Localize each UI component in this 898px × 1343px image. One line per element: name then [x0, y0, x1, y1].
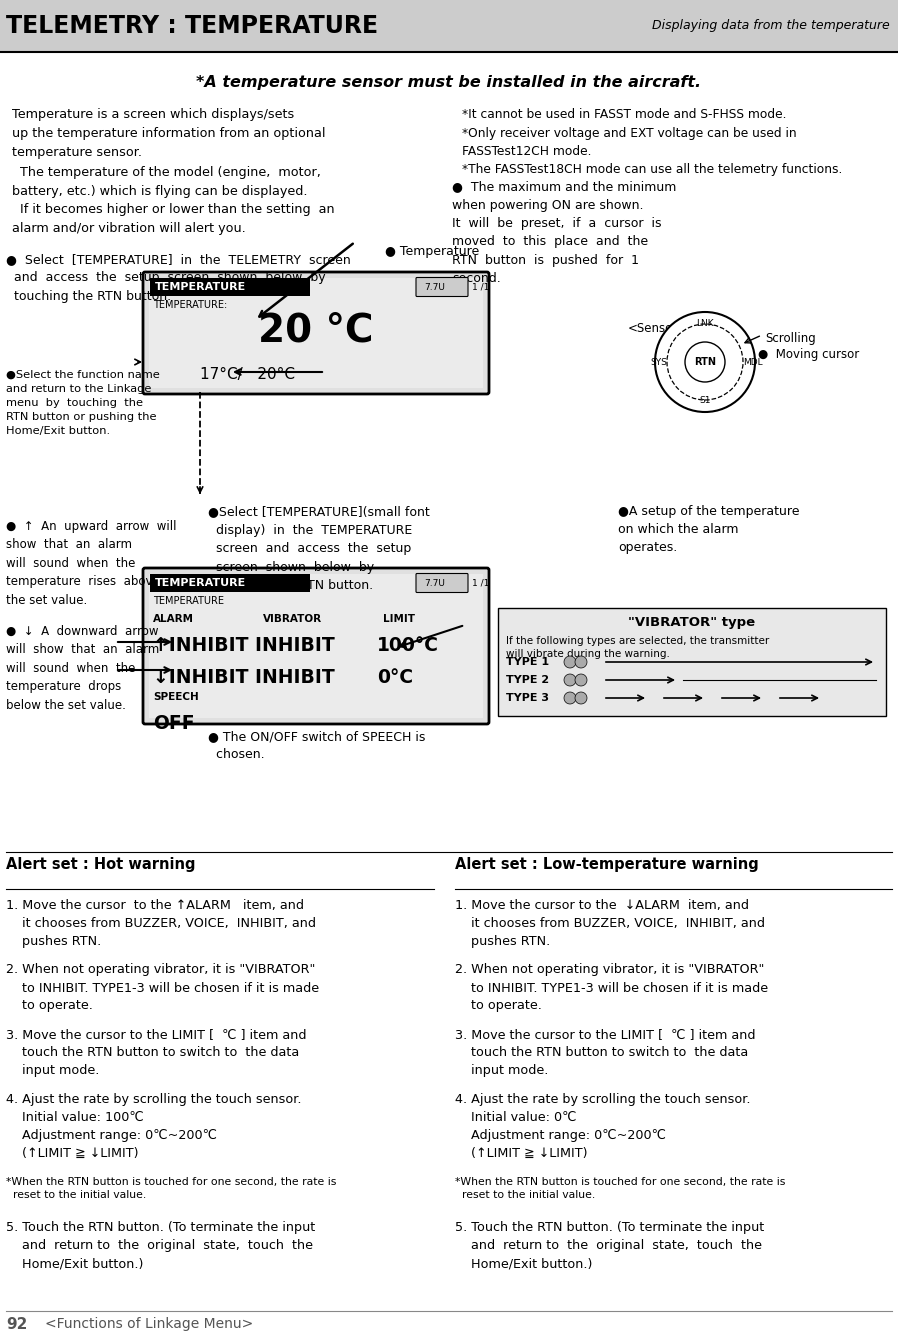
- Text: 4. Ajust the rate by scrolling the touch sensor.
    Initial value: 0℃
    Adjus: 4. Ajust the rate by scrolling the touch…: [455, 1092, 751, 1159]
- Text: 17°C/   20°C: 17°C/ 20°C: [200, 367, 295, 381]
- Text: ●A setup of the temperature
on which the alarm
operates.: ●A setup of the temperature on which the…: [618, 505, 799, 555]
- FancyBboxPatch shape: [143, 568, 489, 724]
- Text: If the following types are selected, the transmitter
will vibrate during the war: If the following types are selected, the…: [506, 637, 770, 659]
- Text: Alert set : Low-temperature warning: Alert set : Low-temperature warning: [455, 857, 759, 872]
- Text: ● The ON/OFF switch of SPEECH is
  chosen.: ● The ON/OFF switch of SPEECH is chosen.: [208, 731, 426, 761]
- Text: TELEMETRY : TEMPERATURE: TELEMETRY : TEMPERATURE: [6, 13, 378, 38]
- Text: 92: 92: [6, 1317, 27, 1332]
- Text: 1 /1: 1 /1: [472, 579, 489, 587]
- Text: MDL: MDL: [743, 357, 762, 367]
- Text: TEMPERATURE: TEMPERATURE: [155, 282, 246, 291]
- Circle shape: [564, 674, 576, 686]
- Text: Scrolling: Scrolling: [765, 332, 815, 345]
- Text: 5. Touch the RTN button. (To terminate the input
    and  return to  the  origin: 5. Touch the RTN button. (To terminate t…: [455, 1222, 764, 1270]
- Text: 2. When not operating vibrator, it is "VIBRATOR"
    to INHIBIT. TYPE1-3 will be: 2. When not operating vibrator, it is "V…: [6, 963, 319, 1013]
- FancyBboxPatch shape: [416, 573, 468, 592]
- FancyBboxPatch shape: [416, 278, 468, 297]
- Text: <SensorTouch™>: <SensorTouch™>: [628, 322, 734, 334]
- Circle shape: [655, 312, 755, 412]
- Bar: [150, 278, 310, 295]
- Text: *It cannot be used in FASST mode and S-FHSS mode.
*Only receiver voltage and EXT: *It cannot be used in FASST mode and S-F…: [462, 107, 842, 176]
- Text: Alert set : Hot warning: Alert set : Hot warning: [6, 857, 196, 872]
- Circle shape: [575, 692, 587, 704]
- Text: If it becomes higher or lower than the setting  an
alarm and/or vibration will a: If it becomes higher or lower than the s…: [12, 203, 335, 235]
- Text: VIBRATOR: VIBRATOR: [263, 614, 322, 624]
- Text: 2. When not operating vibrator, it is "VIBRATOR"
    to INHIBIT. TYPE1-3 will be: 2. When not operating vibrator, it is "V…: [455, 963, 768, 1013]
- Text: ●Select [TEMPERATURE](small font
  display)  in  the  TEMPERATURE
  screen  and : ●Select [TEMPERATURE](small font display…: [208, 505, 430, 592]
- Text: ●  The maximum and the minimum
when powering ON are shown.
It  will  be  preset,: ● The maximum and the minimum when power…: [452, 180, 676, 286]
- Circle shape: [564, 655, 576, 667]
- Circle shape: [685, 342, 725, 381]
- Text: 7.7U: 7.7U: [425, 579, 445, 587]
- Text: 3. Move the cursor to the LIMIT [  ℃ ] item and
    touch the RTN button to swit: 3. Move the cursor to the LIMIT [ ℃ ] it…: [455, 1027, 755, 1077]
- Text: *When the RTN button is touched for one second, the rate is
  reset to the initi: *When the RTN button is touched for one …: [455, 1176, 786, 1201]
- Text: 7.7U: 7.7U: [425, 282, 445, 291]
- Text: The temperature of the model (engine,  motor,
battery, etc.) which is flying can: The temperature of the model (engine, mo…: [12, 167, 321, 197]
- Text: 1 /1: 1 /1: [472, 282, 489, 291]
- Text: Temperature is a screen which displays/sets
up the temperature information from : Temperature is a screen which displays/s…: [12, 107, 325, 158]
- Text: ●  Moving cursor: ● Moving cursor: [758, 348, 859, 361]
- Circle shape: [564, 692, 576, 704]
- Text: ↓INHIBIT INHIBIT: ↓INHIBIT INHIBIT: [153, 667, 335, 688]
- Text: 100°C: 100°C: [377, 637, 439, 655]
- Bar: [149, 573, 483, 719]
- Text: *When the RTN button is touched for one second, the rate is
  reset to the initi: *When the RTN button is touched for one …: [6, 1176, 337, 1201]
- Circle shape: [575, 674, 587, 686]
- Text: ●  ↑  An  upward  arrow  will
show  that  an  alarm
will  sound  when  the
tempe: ● ↑ An upward arrow will show that an al…: [6, 520, 177, 607]
- Bar: [149, 278, 483, 388]
- Text: "VIBRATOR" type: "VIBRATOR" type: [629, 616, 755, 629]
- Text: SPEECH: SPEECH: [153, 692, 198, 702]
- Text: TYPE 3: TYPE 3: [506, 693, 549, 702]
- Text: *A temperature sensor must be installed in the aircraft.: *A temperature sensor must be installed …: [197, 75, 701, 90]
- Text: S1: S1: [700, 395, 710, 404]
- Text: TEMPERATURE:: TEMPERATURE:: [153, 299, 227, 310]
- Text: SYS: SYS: [650, 357, 667, 367]
- Text: ●  ↓  A  downward  arrow
will  show  that  an  alarm
will  sound  when  the
temp: ● ↓ A downward arrow will show that an a…: [6, 624, 159, 712]
- Text: 20 °C: 20 °C: [259, 312, 374, 349]
- Text: ●Select the function name
and return to the Linkage
menu  by  touching  the
RTN : ●Select the function name and return to …: [6, 371, 160, 436]
- Text: <Functions of Linkage Menu>: <Functions of Linkage Menu>: [45, 1317, 253, 1331]
- Text: 1. Move the cursor to the  ↓ALARM  item, and
    it chooses from BUZZER, VOICE, : 1. Move the cursor to the ↓ALARM item, a…: [455, 898, 765, 948]
- Text: TEMPERATURE: TEMPERATURE: [155, 577, 246, 588]
- Text: TEMPERATURE: TEMPERATURE: [153, 596, 224, 606]
- Bar: [150, 573, 310, 592]
- Bar: [0, 0, 898, 52]
- Text: OFF: OFF: [153, 714, 195, 733]
- Text: 5. Touch the RTN button. (To terminate the input
    and  return to  the  origin: 5. Touch the RTN button. (To terminate t…: [6, 1222, 315, 1270]
- Text: ●  Select  [TEMPERATURE]  in  the  TELEMETRY  screen
  and  access  the  setup  : ● Select [TEMPERATURE] in the TELEMETRY …: [6, 252, 351, 304]
- Text: 0°C: 0°C: [377, 667, 413, 688]
- Text: ALARM: ALARM: [153, 614, 194, 624]
- Text: ● Temperature: ● Temperature: [385, 244, 480, 258]
- FancyBboxPatch shape: [143, 273, 489, 393]
- Text: LNK: LNK: [696, 320, 714, 329]
- Text: 4. Ajust the rate by scrolling the touch sensor.
    Initial value: 100℃
    Adj: 4. Ajust the rate by scrolling the touch…: [6, 1092, 302, 1159]
- Text: Displaying data from the temperature: Displaying data from the temperature: [652, 20, 890, 32]
- Text: TYPE 1: TYPE 1: [506, 657, 549, 667]
- Text: RTN: RTN: [694, 357, 716, 367]
- Text: LIMIT: LIMIT: [383, 614, 415, 624]
- Bar: [498, 608, 886, 716]
- Text: ↑INHIBIT INHIBIT: ↑INHIBIT INHIBIT: [153, 637, 335, 655]
- Text: 3. Move the cursor to the LIMIT [  ℃ ] item and
    touch the RTN button to swit: 3. Move the cursor to the LIMIT [ ℃ ] it…: [6, 1027, 306, 1077]
- Text: TYPE 2: TYPE 2: [506, 676, 549, 685]
- Circle shape: [575, 655, 587, 667]
- Text: 1. Move the cursor  to the ↑ALARM   item, and
    it chooses from BUZZER, VOICE,: 1. Move the cursor to the ↑ALARM item, a…: [6, 898, 316, 948]
